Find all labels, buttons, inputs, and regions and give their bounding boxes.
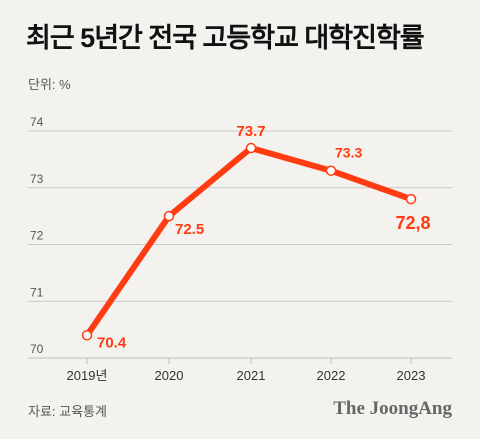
chart-title: 최근 5년간 전국 고등학교 대학진학률 — [26, 23, 425, 53]
data-label: 73.7 — [236, 123, 265, 140]
data-point — [245, 142, 257, 154]
y-axis-ticks: 70 71 72 73 74 — [30, 115, 44, 356]
unit-label: 단위: % — [28, 77, 71, 92]
x-axis-ticks: 2019년 2020 2021 2022 2023 — [67, 358, 426, 383]
x-tick-label: 2021 — [237, 368, 266, 383]
data-point — [163, 210, 175, 222]
brand-logo: The JoongAng — [333, 398, 452, 419]
x-tick-label: 2020 — [155, 368, 184, 383]
data-label: 70.4 — [97, 334, 127, 351]
data-labels: 70.4 72.5 73.7 73.3 72,8 — [97, 123, 431, 351]
data-point — [81, 330, 93, 341]
data-point — [325, 165, 337, 176]
data-label: 72.5 — [175, 221, 204, 238]
y-tick-label: 72 — [30, 229, 44, 243]
y-tick-label: 73 — [30, 172, 44, 186]
x-tick-label: 2023 — [397, 368, 426, 383]
x-tick-label: 2019년 — [67, 368, 108, 383]
data-points — [81, 142, 417, 341]
data-label: 72,8 — [395, 213, 430, 233]
y-tick-label: 74 — [30, 115, 44, 129]
data-label: 73.3 — [335, 145, 362, 161]
source-note: 자료: 교육통계 — [28, 404, 107, 419]
x-tick-label: 2022 — [317, 368, 346, 383]
y-tick-label: 71 — [30, 285, 44, 299]
series-line-group — [84, 145, 414, 339]
data-point — [405, 193, 417, 205]
series-line — [84, 145, 414, 339]
y-tick-label: 70 — [30, 342, 44, 356]
